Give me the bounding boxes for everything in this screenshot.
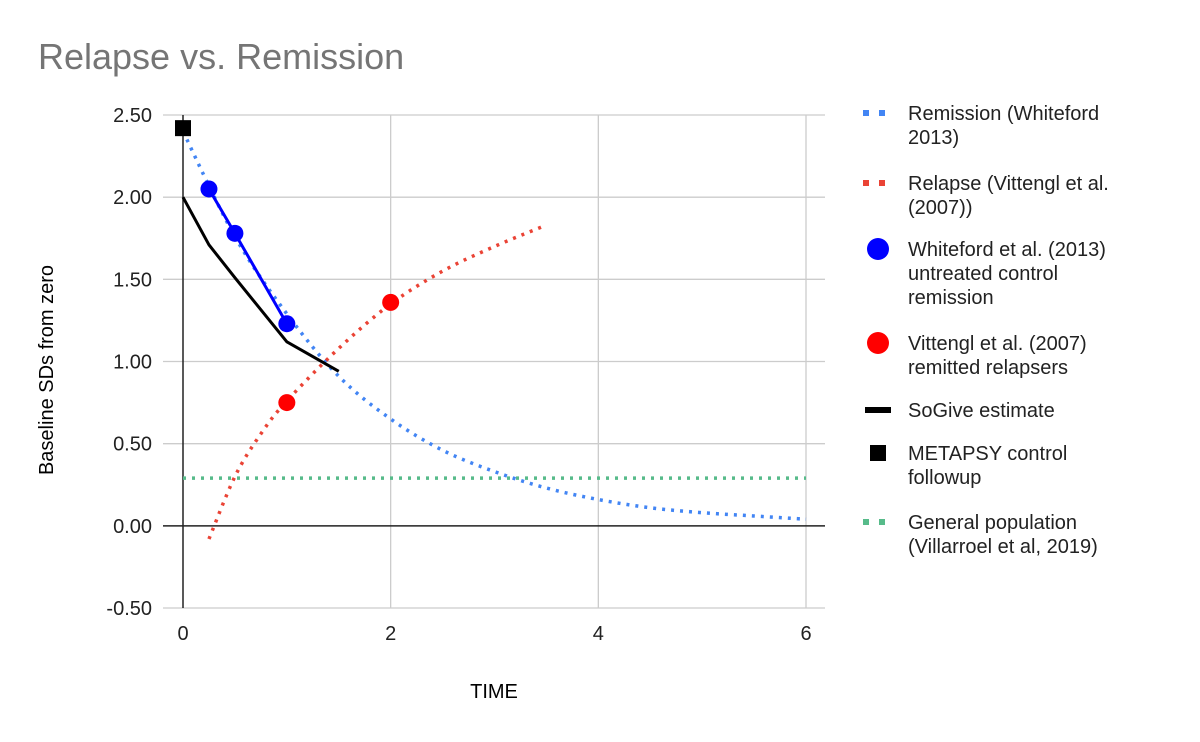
plot-area [175, 120, 807, 540]
grid [163, 114, 825, 609]
legend-label: (2007)) [908, 197, 972, 219]
legend-label: untreated control [908, 263, 1058, 285]
legend-label: followup [908, 467, 981, 489]
legend-swatch [863, 519, 869, 525]
point-metapsy-control-followup [175, 120, 191, 137]
point-whiteford-et-al-2013-untreated-control-remission [200, 180, 218, 198]
legend-swatch [870, 445, 886, 461]
legend-label: METAPSY control [908, 443, 1067, 465]
y-tick-label: -0.50 [106, 598, 152, 620]
legend-label: remission [908, 287, 994, 309]
legend-swatch [867, 332, 889, 354]
legend-label: Whiteford et al. (2013) [908, 239, 1106, 261]
y-tick-label: 2.00 [113, 187, 152, 209]
series-line-relapse-vittengl-et-al-2007 [207, 223, 548, 540]
y-tick-label: 0.00 [113, 516, 152, 538]
legend-item: Whiteford et al. (2013)untreated control… [867, 238, 1106, 309]
legend-label: 2013) [908, 127, 959, 149]
legend-swatch [863, 180, 869, 186]
point-whiteford-et-al-2013-untreated-control-remission [226, 224, 244, 242]
y-tick-label: 1.50 [113, 269, 152, 291]
legend-item: Vittengl et al. (2007)remitted relapsers [867, 332, 1087, 379]
point-whiteford-et-al-2013-untreated-control-remission [278, 315, 296, 333]
x-tick-label: 4 [593, 623, 604, 645]
x-tick-label: 2 [385, 623, 396, 645]
legend-label: Remission (Whiteford [908, 103, 1099, 125]
legend-swatch [879, 519, 885, 525]
legend-label: SoGive estimate [908, 400, 1055, 422]
legend-item: SoGive estimate [865, 400, 1055, 422]
series-line-whiteford-et-al-2013-untreated-control-remission [207, 188, 289, 325]
y-tick-label: 1.00 [113, 352, 152, 374]
point-vittengl-et-al-2007-remitted-relapsers [382, 293, 400, 311]
legend-item: Relapse (Vittengl et al.(2007)) [863, 173, 1109, 219]
legend-swatch [863, 110, 869, 116]
legend-label: remitted relapsers [908, 357, 1068, 379]
x-axis-title: TIME [470, 681, 518, 703]
series-line-remission-whiteford-2013 [181, 130, 807, 522]
series-line-sogive-estimate [181, 196, 340, 373]
legend-swatch [867, 238, 889, 260]
legend-label: General population [908, 512, 1077, 534]
legend-label: Relapse (Vittengl et al. [908, 173, 1109, 195]
legend-label: Vittengl et al. (2007) [908, 333, 1087, 355]
chart-title: Relapse vs. Remission [38, 36, 404, 77]
legend-label: (Villarroel et al, 2019) [908, 536, 1098, 558]
y-tick-label: 2.50 [113, 105, 152, 127]
legend-swatch [879, 110, 885, 116]
y-axis-title: Baseline SDs from zero [36, 265, 58, 475]
point-vittengl-et-al-2007-remitted-relapsers [278, 394, 296, 412]
legend-item: General population(Villarroel et al, 201… [863, 512, 1098, 558]
y-tick-label: 0.50 [113, 434, 152, 456]
x-tick-label: 6 [800, 623, 811, 645]
tick-labels: 2.50 2.00 1.50 1.00 0.50 0.00 -0.50 0 2 4 6 [106, 105, 811, 645]
x-tick-label: 0 [177, 623, 188, 645]
legend-swatch [879, 180, 885, 186]
legend-swatch [865, 407, 891, 413]
